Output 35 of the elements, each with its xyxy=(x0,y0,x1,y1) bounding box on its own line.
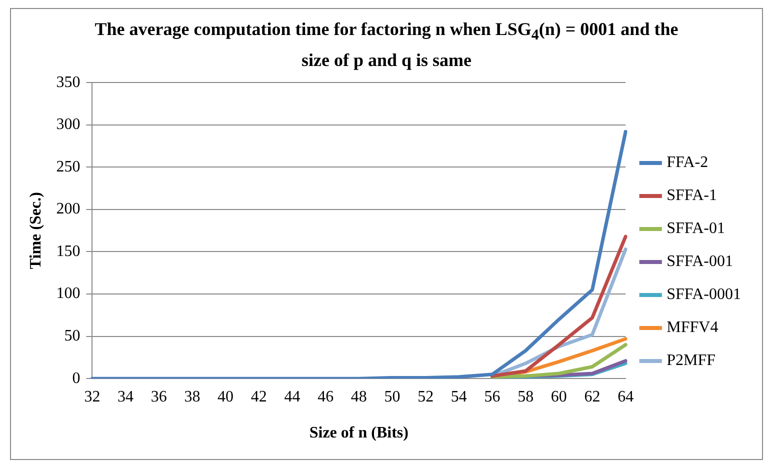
x-tick-label: 60 xyxy=(550,388,567,406)
y-tick-label: 100 xyxy=(56,285,80,302)
legend-label: SFFA-01 xyxy=(666,220,725,238)
x-tick-label: 44 xyxy=(284,388,300,406)
x-tick-label: 40 xyxy=(218,388,234,406)
x-tick-label: 46 xyxy=(318,388,334,406)
x-tick-label: 32 xyxy=(84,388,100,406)
legend-label: FFA-2 xyxy=(666,154,708,172)
x-tick-label: 62 xyxy=(584,388,600,406)
y-tick-label: 150 xyxy=(56,242,80,260)
legend-label: SFFA-0001 xyxy=(666,286,741,304)
x-tick-label: 64 xyxy=(618,388,634,406)
y-tick-label: 350 xyxy=(56,74,80,91)
x-tick-label: 36 xyxy=(150,388,167,406)
x-tick-label: 58 xyxy=(518,388,534,406)
x-tick-label: 56 xyxy=(484,388,500,406)
x-tick-label: 42 xyxy=(250,388,267,406)
x-tick-label: 50 xyxy=(384,388,400,406)
x-tick-label: 54 xyxy=(450,388,467,406)
y-tick-label: 50 xyxy=(64,328,80,345)
y-tick-label: 300 xyxy=(56,116,80,134)
y-tick-label: 0 xyxy=(72,370,80,387)
chart-title: The average computation time for factoring n when LSG$_{4}$(n) = 0001 and the size of p and q is same xyxy=(94,19,678,70)
legend-label: P2MFF xyxy=(666,352,716,370)
y-tick-label: 250 xyxy=(56,158,80,176)
x-tick-label: 38 xyxy=(184,388,200,406)
x-tick-label: 48 xyxy=(350,388,367,406)
x-tick-label: 52 xyxy=(418,388,434,406)
legend-label: SFFA-001 xyxy=(666,253,733,270)
legend-label: MFFV4 xyxy=(666,319,718,336)
y-axis-title: Time (Sec.) xyxy=(28,192,45,270)
x-axis-title: Size of n (Bits) xyxy=(309,424,408,442)
x-tick-label: 34 xyxy=(118,388,134,406)
y-tick-label: 200 xyxy=(56,200,80,218)
legend-label: SFFA-1 xyxy=(666,187,717,204)
